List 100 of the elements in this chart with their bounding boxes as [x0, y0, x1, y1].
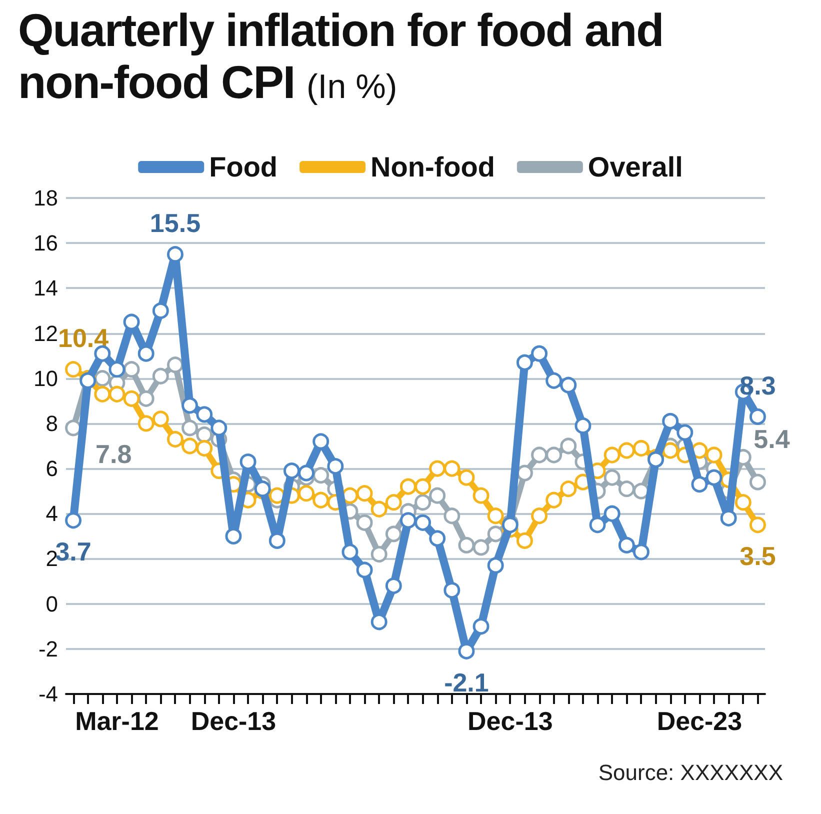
point: [94, 370, 111, 387]
point: [749, 474, 766, 490]
legend-label: Food: [209, 152, 278, 182]
point: [298, 485, 315, 502]
data-label: 15.5: [150, 208, 201, 238]
y-tick-label: 10: [34, 366, 58, 391]
source-note: Source: XXXXXXX: [598, 760, 783, 786]
point: [632, 482, 650, 500]
point: [472, 539, 490, 556]
point: [342, 544, 358, 560]
point: [691, 476, 708, 493]
point: [662, 412, 679, 430]
point: [196, 406, 213, 423]
point: [370, 614, 388, 630]
data-label: 10.4: [58, 323, 110, 354]
point: [487, 526, 504, 542]
point: [604, 505, 620, 522]
point: [356, 514, 373, 531]
point: [560, 376, 577, 394]
point: [589, 516, 606, 534]
y-tick-label: 8: [46, 410, 58, 436]
data-label: 8.3: [740, 370, 776, 400]
point: [516, 532, 533, 549]
point: [94, 386, 111, 402]
point: [385, 494, 402, 511]
point: [472, 487, 490, 504]
point: [458, 469, 475, 486]
point: [734, 494, 752, 511]
point: [706, 469, 722, 486]
point: [65, 512, 82, 529]
point: [152, 368, 169, 384]
x-tick-label: Dec-13: [468, 706, 553, 736]
point: [385, 578, 402, 594]
point: [152, 302, 169, 319]
point: [560, 438, 577, 454]
point: [444, 460, 460, 477]
point: [152, 410, 169, 428]
point: [312, 492, 330, 508]
point: [400, 478, 416, 495]
point: [574, 417, 592, 434]
point: [123, 361, 140, 378]
point: [487, 557, 504, 574]
x-tick-label: Mar-12: [75, 706, 159, 736]
point: [312, 467, 330, 484]
point: [414, 514, 432, 531]
point: [327, 458, 344, 475]
point: [210, 420, 228, 436]
point: [414, 494, 432, 511]
y-tick-label: -2: [38, 636, 58, 662]
point: [472, 618, 490, 635]
point: [298, 464, 315, 482]
point: [400, 512, 416, 529]
point: [662, 442, 679, 459]
point: [516, 464, 533, 482]
point: [676, 424, 694, 441]
x-tick-label: Dec-13: [190, 706, 276, 736]
point: [604, 469, 620, 486]
data-label: 5.4: [754, 424, 790, 454]
point: [546, 492, 562, 508]
point: [618, 480, 635, 498]
point: [560, 480, 577, 498]
point: [531, 508, 548, 524]
point: [749, 516, 766, 534]
point: [108, 386, 126, 402]
point: [370, 546, 388, 562]
point: [138, 390, 154, 407]
point: [182, 420, 198, 436]
point: [516, 354, 533, 371]
legend-label: Overall: [588, 152, 683, 182]
data-label: 7.8: [96, 438, 132, 469]
point: [632, 544, 650, 560]
point: [65, 361, 82, 378]
point: [487, 508, 504, 524]
point: [749, 408, 766, 425]
point: [182, 397, 198, 414]
y-tick-label: 4: [46, 501, 58, 526]
point: [166, 246, 184, 263]
point: [356, 485, 373, 502]
y-tick-label: 12: [34, 320, 58, 346]
point: [414, 478, 432, 495]
y-tick-label: 14: [34, 276, 58, 301]
point: [546, 446, 562, 464]
point: [429, 530, 446, 547]
point: [283, 462, 300, 480]
point: [720, 510, 737, 526]
x-tick-label: Dec-23: [656, 706, 742, 736]
point: [502, 516, 518, 534]
point: [546, 372, 562, 389]
point: [531, 345, 548, 362]
chart-subtitle: (In %): [306, 68, 398, 106]
data-label: -2.1: [444, 667, 489, 698]
y-tick-label: 16: [34, 230, 58, 256]
point: [108, 361, 126, 378]
point: [196, 426, 213, 443]
data-label: 3.5: [740, 541, 776, 572]
point: [123, 390, 140, 407]
point: [618, 442, 635, 459]
point: [356, 562, 373, 578]
y-tick-label: 6: [46, 456, 58, 482]
point: [429, 487, 446, 504]
